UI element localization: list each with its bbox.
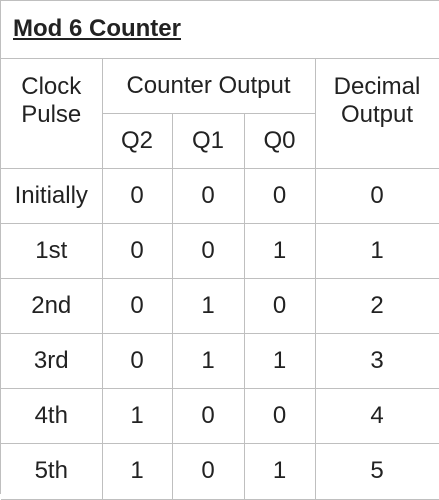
decimal-cell: 3: [315, 333, 439, 389]
table-row: 4th 1 0 0 4: [1, 388, 439, 444]
decimal-output-header-line2: Output: [340, 100, 414, 128]
decimal-cell: 4: [315, 388, 439, 444]
table-row: 1st 0 0 1 1: [1, 223, 439, 279]
decimal-cell: 1: [315, 223, 439, 279]
table-row: 2nd 0 1 0 2: [1, 278, 439, 334]
decimal-cell: 0: [315, 168, 439, 224]
q1-cell: 1: [172, 278, 245, 334]
q2-cell: 1: [102, 388, 173, 444]
q0-cell: 1: [244, 443, 316, 500]
decimal-cell: 5: [315, 443, 439, 500]
table-row: 5th 1 0 1 5: [1, 443, 439, 500]
pulse-cell: 3rd: [1, 333, 103, 389]
q1-cell: 0: [172, 223, 245, 279]
clock-pulse-header-line1: Clock: [21, 72, 82, 100]
table-title: Mod 6 Counter: [1, 1, 439, 59]
q1-cell: 1: [172, 333, 245, 389]
q1-cell: 0: [172, 443, 245, 500]
table-row: 3rd 0 1 1 3: [1, 333, 439, 389]
q2-cell: 0: [102, 168, 173, 224]
q0-cell: 1: [244, 333, 316, 389]
q2-header: Q2: [102, 113, 173, 169]
q0-header: Q0: [244, 113, 316, 169]
q2-cell: 0: [102, 333, 173, 389]
q1-cell: 0: [172, 388, 245, 444]
q0-cell: 0: [244, 168, 316, 224]
q2-cell: 0: [102, 223, 173, 279]
pulse-cell: 4th: [1, 388, 103, 444]
pulse-cell: 1st: [1, 223, 103, 279]
pulse-cell: 5th: [1, 443, 103, 500]
decimal-output-header-line1: Decimal: [333, 72, 421, 100]
q0-cell: 0: [244, 278, 316, 334]
counter-output-header: Counter Output: [102, 58, 316, 114]
decimal-cell: 2: [315, 278, 439, 334]
q2-cell: 1: [102, 443, 173, 500]
q2-cell: 0: [102, 278, 173, 334]
q0-cell: 1: [244, 223, 316, 279]
q1-cell: 0: [172, 168, 245, 224]
pulse-cell: Initially: [1, 168, 103, 224]
q0-cell: 0: [244, 388, 316, 444]
pulse-cell: 2nd: [1, 278, 103, 334]
clock-pulse-header: Clock Pulse: [1, 58, 103, 169]
table-row: Initially 0 0 0 0: [1, 168, 439, 224]
q1-header: Q1: [172, 113, 245, 169]
decimal-output-header: Decimal Output: [315, 58, 439, 169]
clock-pulse-header-line2: Pulse: [21, 100, 82, 128]
